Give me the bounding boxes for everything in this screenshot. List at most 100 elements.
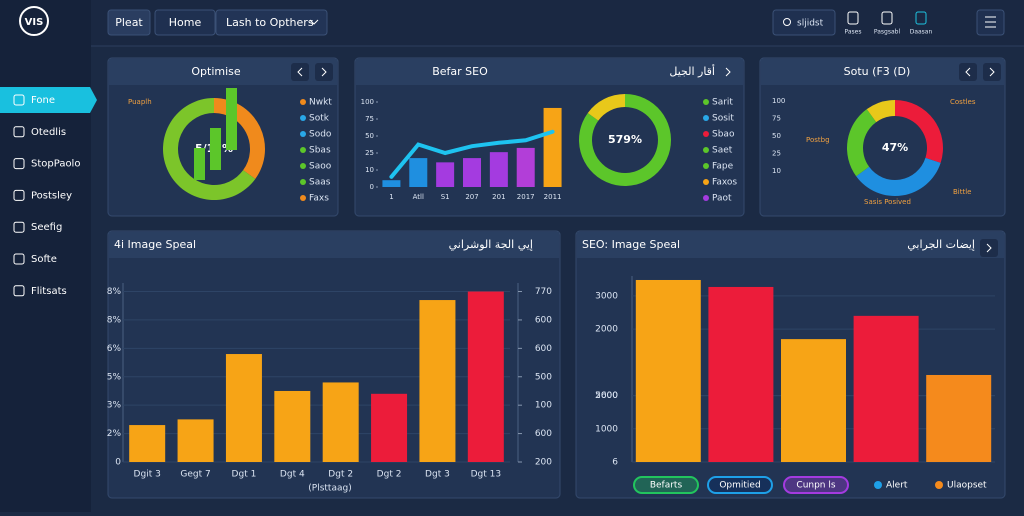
- annotation: Sasis Posived: [864, 198, 911, 206]
- legend-label: Saoo: [309, 162, 332, 172]
- panel-subtitle: أقار الجيل: [669, 64, 715, 78]
- icon[interactable]: [915, 11, 927, 25]
- icon-label: Pasgsabl: [874, 29, 901, 36]
- nav-button[interactable]: [315, 63, 333, 81]
- legend-dot: [300, 147, 306, 153]
- bar: [781, 339, 846, 462]
- button-icon: [783, 18, 791, 26]
- button-label: sljidst: [797, 19, 824, 29]
- panel-title: Sotu (F3 (D): [844, 65, 911, 78]
- donut-slice: [895, 100, 943, 163]
- icon[interactable]: [847, 11, 859, 25]
- bar: [708, 286, 774, 462]
- y2-tick-label: 600: [535, 429, 552, 439]
- nav-icon[interactable]: [13, 94, 25, 106]
- bar: [129, 425, 166, 462]
- x-tick-label: 2017: [517, 193, 535, 201]
- nav-icon[interactable]: [13, 189, 25, 201]
- x-tick-label: Dgit 3: [134, 470, 161, 480]
- legend-dot: [935, 481, 943, 489]
- nav-label[interactable]: Softe: [31, 254, 57, 265]
- nav-label[interactable]: StopPaolo: [31, 159, 80, 170]
- bar: [371, 393, 408, 462]
- nav-label[interactable]: Seefig: [31, 222, 62, 233]
- y2-tick-label: 600: [535, 344, 552, 354]
- nav-label[interactable]: Flitsats: [31, 286, 67, 297]
- icon-label: Pases: [845, 29, 862, 36]
- donut-slice: [587, 94, 625, 121]
- axis-label: 10: [772, 167, 781, 175]
- decor-bar: [226, 88, 237, 150]
- nav-icon[interactable]: [13, 253, 25, 265]
- logo-ring: [19, 6, 49, 36]
- x-tick-label: S1: [441, 193, 450, 201]
- legend-label: Sotk: [309, 114, 330, 124]
- panel-body: [759, 57, 1006, 217]
- donut-center-label: 579%: [608, 133, 642, 146]
- axis-label: 50: [772, 132, 781, 140]
- legend-label: Saet: [712, 146, 733, 156]
- nav-label[interactable]: Fone: [31, 95, 55, 106]
- panel-title: 4i Image Speal: [114, 238, 196, 251]
- nav-label[interactable]: Postsley: [31, 190, 72, 201]
- bar: [322, 382, 359, 462]
- y-tick-label: 8%: [107, 287, 122, 297]
- dropdown[interactable]: [215, 9, 328, 36]
- legend-label: Sosit: [712, 114, 734, 124]
- legend-dot: [703, 99, 709, 105]
- y-tick-label: 2000: [595, 391, 618, 401]
- nav-chevron: [986, 243, 992, 253]
- nav-icon[interactable]: [13, 126, 25, 138]
- bar: [419, 300, 456, 462]
- y-tick-label: 2000: [595, 325, 618, 335]
- x-tick-label: Atll: [413, 193, 424, 201]
- dropdown-label: Lash to Opthers: [226, 16, 314, 29]
- button[interactable]: [772, 9, 836, 36]
- nav-icon[interactable]: [13, 158, 25, 170]
- x-tick-label: Gegt 7: [180, 470, 210, 480]
- nav-icon[interactable]: [13, 285, 25, 297]
- annotation: Costles: [950, 98, 976, 106]
- nav-button[interactable]: [983, 63, 1001, 81]
- legend-dot: [703, 195, 709, 201]
- panel-title: SEO: Image Speal: [582, 238, 680, 251]
- bar: [489, 152, 508, 187]
- bar: [436, 162, 455, 187]
- bar: [274, 390, 311, 462]
- y-tick-label: 100: [361, 98, 374, 106]
- nav-label[interactable]: Otedlis: [31, 127, 66, 138]
- legend-dot: [703, 115, 709, 121]
- legend-dot: [300, 115, 306, 121]
- bar: [463, 158, 481, 187]
- donut-slice: [214, 98, 265, 179]
- legend-dot: [300, 131, 306, 137]
- legend-pill[interactable]: [633, 476, 699, 494]
- y-tick-label: 3%: [107, 401, 122, 411]
- panel-body: [107, 57, 339, 217]
- legend-label: Saas: [309, 178, 331, 188]
- legend-pill[interactable]: [783, 476, 849, 494]
- x-tick-label: Dgt 13: [471, 470, 502, 480]
- nav-icon[interactable]: [13, 221, 25, 233]
- legend-pill[interactable]: [707, 476, 773, 494]
- legend-label: Ulaopset: [947, 481, 987, 491]
- y-tick-label: 6: [612, 458, 618, 468]
- tab[interactable]: [107, 9, 151, 36]
- legend-label: Alert: [886, 481, 908, 491]
- x-tick-label: 201: [492, 193, 505, 201]
- legend-label: Befarts: [650, 481, 683, 491]
- decor-bar: [194, 148, 205, 180]
- y-tick-label: 8%: [107, 315, 122, 325]
- icon[interactable]: [881, 11, 893, 25]
- panel-header: [109, 232, 559, 258]
- bar: [225, 354, 262, 462]
- bar: [409, 158, 428, 187]
- nav-button[interactable]: [959, 63, 977, 81]
- nav-button[interactable]: [291, 63, 309, 81]
- legend-label: Nwkt: [309, 98, 332, 108]
- y-tick-label: 0: [115, 458, 121, 468]
- legend-label: Sbas: [309, 146, 331, 156]
- tab[interactable]: [154, 9, 216, 36]
- nav-button[interactable]: [980, 239, 998, 257]
- x-axis-label: (Plsttaag): [308, 484, 351, 494]
